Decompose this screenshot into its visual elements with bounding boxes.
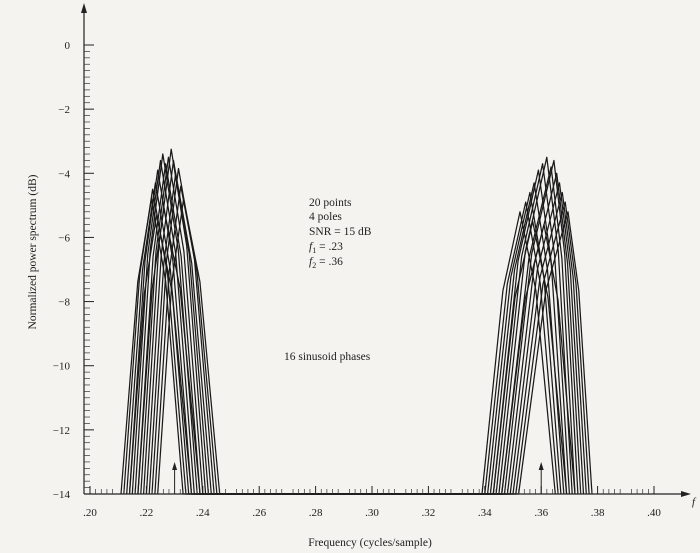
annotation-poles: 4 poles — [309, 211, 342, 223]
spectrum-trace-10 — [145, 159, 582, 495]
x-axis-arrowhead — [681, 491, 691, 497]
true-frequency-markers — [172, 462, 544, 494]
x-axis-symbol: f — [692, 496, 697, 508]
x-tick-label: .36 — [534, 507, 548, 519]
x-tick-label: .20 — [83, 507, 97, 519]
y-axis-arrowhead — [81, 3, 87, 13]
y-tick-label: 0 — [65, 40, 71, 52]
y-tick-label: −2 — [58, 104, 70, 116]
y-tick-label: −10 — [53, 361, 71, 373]
x-tick-label: .22 — [140, 507, 154, 519]
traces-group — [120, 148, 593, 495]
annotation-block: 20 points 4 poles SNR = 15 dB f1 = .23 f… — [284, 197, 372, 363]
x-tick-label: .30 — [365, 507, 379, 519]
true-frequency-marker-head — [172, 462, 178, 470]
annotation-points: 20 points — [309, 197, 352, 209]
x-tick-label: .40 — [647, 507, 661, 519]
true-frequency-marker-head — [538, 462, 544, 470]
y-tick-label: −4 — [58, 168, 70, 180]
y-axis-title: Normalized power spectrum (dB) — [27, 174, 39, 329]
annotation-f1: f1 = .23 — [309, 241, 343, 255]
x-tick-label: .32 — [422, 507, 436, 519]
axes — [81, 3, 691, 497]
y-tick-label: −8 — [58, 297, 70, 309]
x-ticks: .20 .22 .24 .26 .28 .30 .32 .34 .36 .38 .40 — [83, 486, 661, 519]
x-tick-label: .24 — [196, 507, 210, 519]
y-ticks: 0 −2 −4 −6 −8 −10 −12 −14 — [53, 40, 94, 501]
x-tick-label: .28 — [309, 507, 323, 519]
y-tick-label: −12 — [53, 425, 70, 437]
x-axis-title: Frequency (cycles/sample) — [308, 537, 432, 549]
x-tick-label: .26 — [252, 507, 266, 519]
y-tick-label: −6 — [58, 232, 70, 244]
annotation-snr: SNR = 15 dB — [309, 226, 372, 238]
annotation-f2: f2 = .36 — [309, 256, 343, 270]
y-tick-label: −14 — [53, 489, 71, 501]
x-tick-label: .34 — [478, 507, 492, 519]
x-tick-label: .38 — [591, 507, 605, 519]
annotation-phases: 16 sinusoid phases — [284, 351, 371, 363]
